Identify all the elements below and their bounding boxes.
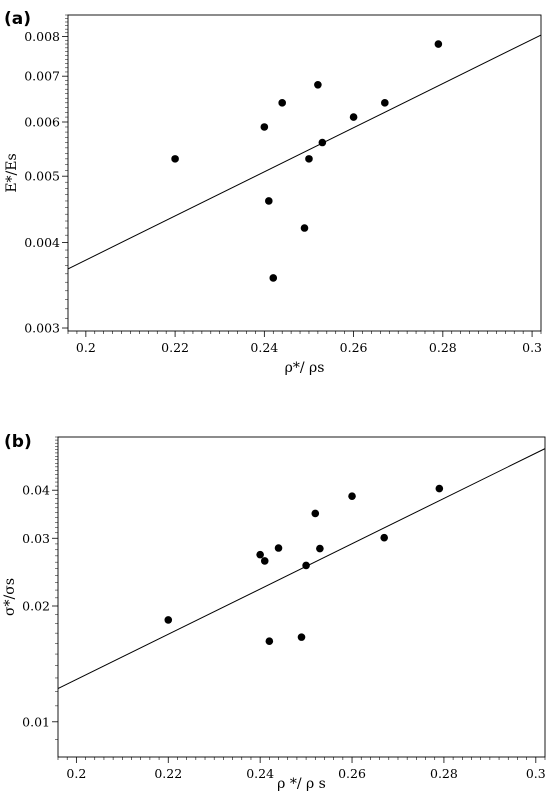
x-tick-label: 0.24	[246, 766, 274, 781]
plot-frame	[67, 14, 542, 332]
y-tick-label: 0.004	[24, 235, 60, 250]
x-tick-label: 0.22	[161, 340, 189, 355]
y-tick-label: 0.01	[22, 714, 50, 729]
data-point	[265, 637, 274, 646]
y-tick-label: 0.02	[22, 598, 50, 613]
x-tick-label: 0.3	[522, 340, 542, 355]
data-point	[274, 544, 283, 552]
data-point	[302, 561, 310, 570]
data-point	[269, 274, 278, 282]
data-point	[381, 99, 389, 107]
y-tick-label: 0.03	[22, 531, 50, 546]
chart-panel: (b) 0.2 0.22 0.24 0.26 0.28 0.3 0.01 0.02 0.03 0.0…	[2, 432, 546, 792]
data-point	[311, 509, 320, 518]
chart-panel: (a) 0.2 0.22 0.24 0.26 0.28 0.3 0.003 0.004 0.005…	[4, 9, 542, 376]
x-tick-label: 0.3	[526, 766, 546, 781]
x-tick-label: 0.28	[429, 340, 457, 355]
data-point	[305, 155, 313, 163]
panel-label: (a)	[4, 9, 31, 29]
y-tick-label: 0.008	[24, 29, 60, 44]
data-point	[297, 633, 306, 641]
data-point	[348, 492, 356, 500]
y-axis-label: E*/Es	[4, 153, 20, 192]
x-tick-label: 0.26	[338, 766, 366, 781]
y-tick-label: 0.005	[24, 169, 60, 184]
panel-label: (b)	[4, 432, 32, 452]
x-tick-label: 0.2	[76, 340, 96, 355]
y-tick-label: 0.003	[24, 321, 60, 336]
fit-line	[68, 34, 541, 270]
y-axis-label: σ*/σs	[2, 578, 18, 616]
y-tick-label: 0.007	[24, 69, 60, 84]
data-point	[434, 40, 443, 48]
y-tick-label: 0.006	[24, 114, 60, 129]
x-tick-label: 0.2	[66, 766, 86, 781]
data-point	[278, 99, 286, 107]
data-point	[300, 224, 309, 232]
x-axis-label: ρ*/ ρs	[285, 360, 325, 376]
data-point	[265, 197, 273, 205]
x-tick-label: 0.28	[430, 766, 458, 781]
data-point	[349, 113, 358, 121]
y-tick-label: 0.04	[22, 483, 50, 498]
data-point	[380, 533, 388, 542]
fit-line	[58, 448, 545, 690]
data-point	[260, 557, 269, 565]
data-point	[316, 544, 324, 553]
data-point	[260, 123, 269, 131]
data-point	[256, 550, 264, 559]
x-tick-label: 0.22	[154, 766, 182, 781]
data-point	[164, 616, 173, 624]
x-tick-label: 0.26	[340, 340, 368, 355]
plot-frame	[57, 436, 546, 758]
data-point	[435, 484, 444, 493]
data-point	[318, 138, 327, 147]
data-point	[171, 155, 179, 163]
x-tick-label: 0.24	[250, 340, 278, 355]
x-axis-label: ρ */ ρ s	[277, 776, 326, 792]
data-point	[314, 80, 322, 89]
